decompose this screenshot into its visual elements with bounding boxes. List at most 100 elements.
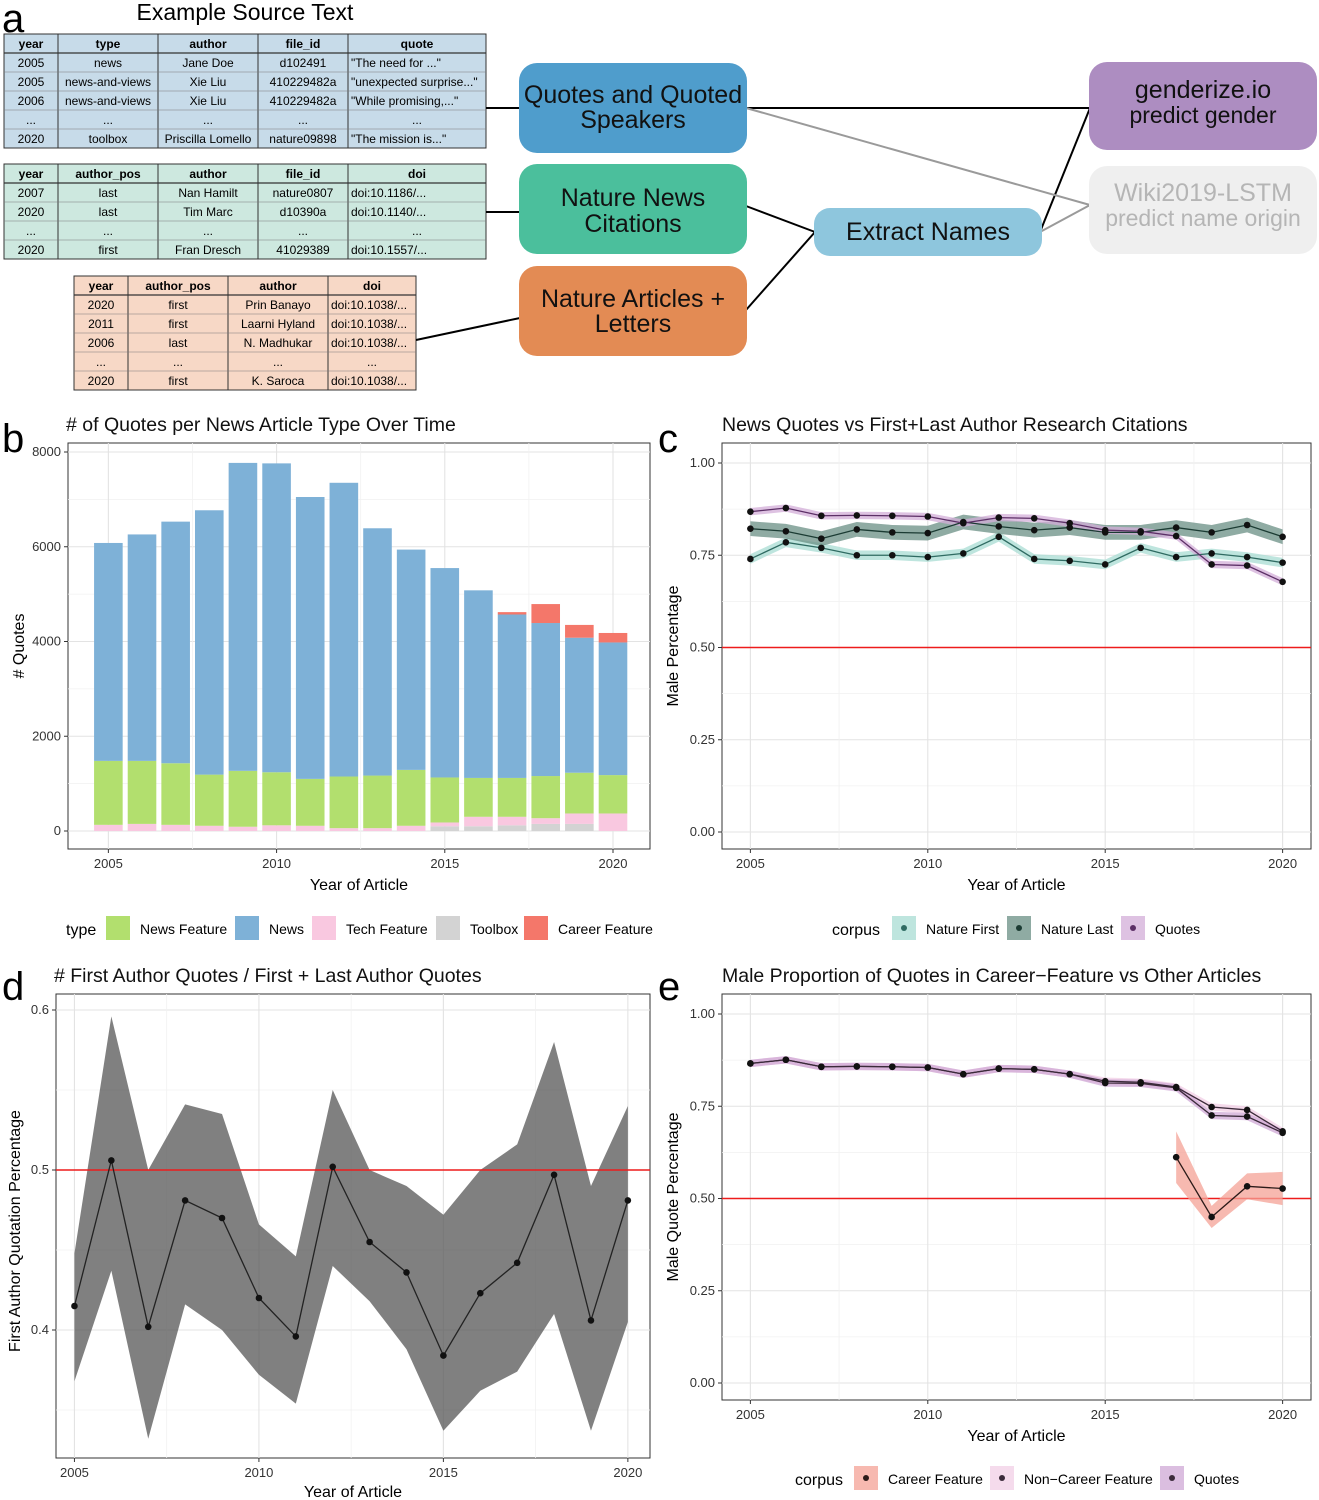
- quotes-box-line1: Quotes and Quoted: [524, 81, 742, 109]
- y-tick-label: 0.00: [690, 1375, 715, 1390]
- table-header: quote: [401, 37, 434, 51]
- news-box: Nature News Citations: [519, 164, 747, 254]
- legend-label: Tech Feature: [346, 921, 428, 937]
- bar-segment: [295, 778, 325, 826]
- data-point: [1172, 553, 1180, 561]
- table-header: author_pos: [145, 279, 211, 293]
- table-cell: ...: [412, 224, 422, 238]
- bar-segment: [531, 818, 561, 824]
- y-tick-label: 0.25: [690, 732, 715, 747]
- bar-segment: [194, 510, 224, 775]
- table-cell: 410229482a: [270, 94, 337, 108]
- data-point: [1208, 1112, 1215, 1119]
- bar-segment: [430, 826, 460, 831]
- data-point: [818, 535, 825, 542]
- table-cell: ...: [298, 113, 308, 127]
- panel-letter-d: d: [2, 965, 24, 1009]
- bar-segment: [531, 823, 561, 831]
- series-line: [73, 1160, 629, 1358]
- y-axis-label: First Author Quotation Percentage: [7, 1110, 24, 1352]
- y-axis-label: Male Percentage: [665, 585, 682, 706]
- table-cell: ...: [26, 113, 36, 127]
- bar-segment: [464, 816, 493, 827]
- data-point: [292, 1333, 300, 1340]
- chart-d: 2005 2010 2015 2020 0.4 0.5 0.6 # First Author …: [7, 965, 651, 1500]
- bar-segment: [396, 549, 426, 770]
- table-cell: Tim Marc: [183, 205, 233, 219]
- chart-title: # First Author Quotes / First + Last Aut…: [54, 965, 482, 987]
- data-point: [995, 514, 1003, 521]
- data-point: [818, 512, 825, 520]
- bar-segment: [531, 623, 561, 777]
- table-cell: doi:10.1038/...: [331, 317, 407, 331]
- table-header: year: [89, 279, 114, 293]
- y-tick-label: 0.50: [690, 1191, 715, 1206]
- data-point: [1030, 1066, 1038, 1073]
- data-point: [747, 555, 754, 563]
- data-point: [924, 553, 932, 561]
- extract-box-bg: [814, 208, 1042, 256]
- articles-box: Nature Articles + Letters: [519, 266, 747, 356]
- x-tick-label: 2015: [1091, 1407, 1120, 1422]
- table-cell: news-and-views: [65, 75, 151, 89]
- news-box-line2: Citations: [584, 210, 681, 238]
- table-cell: doi:10.1186/...: [351, 186, 426, 200]
- data-point: [1172, 1084, 1180, 1092]
- data-point: [1243, 1113, 1251, 1120]
- articles-box-line2: Letters: [595, 310, 671, 338]
- confidence-band: [750, 532, 1283, 570]
- x-axis-label: Year of Article: [304, 1484, 402, 1500]
- bar-segment: [565, 813, 594, 824]
- data-point: [782, 527, 790, 535]
- data-point: [995, 523, 1003, 530]
- data-point: [1208, 1103, 1215, 1111]
- bar-segment: [598, 775, 628, 814]
- data-point: [889, 512, 896, 520]
- data-point: [924, 529, 932, 537]
- bar-segment: [565, 772, 594, 814]
- chart-title: # of Quotes per News Article Type Over T…: [66, 414, 456, 436]
- data-point: [513, 1259, 521, 1267]
- panel-a-tables: year type author file_id quote 2005 news Jane D…: [3, 33, 487, 391]
- data-point: [1243, 1183, 1251, 1190]
- table-cell: doi:10.1557/...: [351, 243, 427, 257]
- table-cell: toolbox: [89, 132, 128, 146]
- extract-box-label: Extract Names: [846, 218, 1010, 246]
- data-point: [1208, 550, 1215, 557]
- table-header: doi: [363, 279, 381, 293]
- table-header: doi: [408, 167, 426, 181]
- legend-e: corpus Career Feature Non−Career Feature Qu…: [795, 1466, 1239, 1490]
- data-point: [1208, 561, 1215, 568]
- table-cell: ...: [203, 113, 213, 127]
- x-tick-label: 2005: [736, 856, 765, 871]
- table-cell: Xie Liu: [190, 75, 227, 89]
- bar-segment: [127, 823, 157, 831]
- y-tick-label: 8000: [32, 444, 61, 459]
- data-point: [747, 508, 754, 516]
- data-point: [818, 544, 825, 552]
- genderize-box-bg: [1089, 62, 1317, 150]
- table-cell: 2007: [18, 186, 45, 200]
- data-point: [366, 1238, 373, 1246]
- table-header: year: [19, 167, 44, 181]
- data-point: [924, 1064, 932, 1071]
- bar-segment: [161, 824, 190, 831]
- bar-segment: [194, 825, 224, 831]
- data-point: [1137, 544, 1144, 552]
- genderize-box-line2: predict gender: [1129, 102, 1276, 128]
- bar-segment: [497, 612, 527, 615]
- data-point: [959, 550, 967, 557]
- data-point: [1030, 515, 1038, 522]
- legend-label: Nature First: [926, 921, 999, 937]
- y-tick-label: 0: [54, 823, 61, 838]
- data-point: [1172, 532, 1180, 540]
- data-point: [1172, 524, 1180, 531]
- y-tick-label: 2000: [32, 728, 61, 743]
- table-cell: news: [94, 56, 122, 70]
- chart-b: 2005 2010 2015 2020 0 2000 4000 6000 8000 # of Qu…: [11, 414, 653, 940]
- y-tick-label: 0.25: [690, 1283, 715, 1298]
- data-point: [181, 1197, 189, 1204]
- legend-key: [524, 916, 548, 940]
- data-point: [853, 1063, 861, 1070]
